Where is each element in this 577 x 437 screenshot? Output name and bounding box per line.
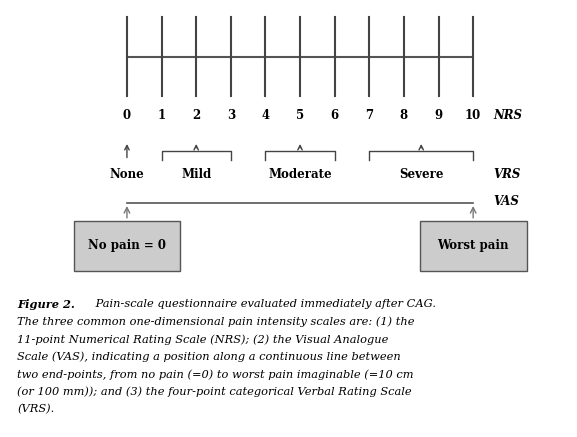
Text: The three common one-dimensional pain intensity scales are: (1) the: The three common one-dimensional pain in… (17, 317, 415, 327)
FancyBboxPatch shape (73, 221, 180, 271)
Text: 5: 5 (296, 109, 304, 122)
Text: 1: 1 (158, 109, 166, 122)
Text: 4: 4 (261, 109, 269, 122)
Text: 6: 6 (331, 109, 339, 122)
Text: (or 100 mm)); and (3) the four-point categorical Verbal Rating Scale: (or 100 mm)); and (3) the four-point cat… (17, 387, 412, 397)
Text: 3: 3 (227, 109, 235, 122)
Text: 11-point Numerical Rating Scale (NRS); (2) the Visual Analogue: 11-point Numerical Rating Scale (NRS); (… (17, 334, 389, 345)
Text: No pain = 0: No pain = 0 (88, 239, 166, 252)
Text: Severe: Severe (399, 168, 444, 181)
Text: VAS: VAS (493, 194, 519, 208)
Text: Figure 2.: Figure 2. (17, 299, 75, 310)
Text: None: None (110, 168, 144, 181)
Text: 0: 0 (123, 109, 131, 122)
Text: 9: 9 (434, 109, 443, 122)
Text: 7: 7 (365, 109, 373, 122)
Text: Mild: Mild (181, 168, 211, 181)
Text: VRS: VRS (493, 168, 520, 181)
Text: 2: 2 (192, 109, 200, 122)
Text: Worst pain: Worst pain (437, 239, 509, 252)
Text: two end-points, from no pain (=0) to worst pain imaginable (=10 cm: two end-points, from no pain (=0) to wor… (17, 369, 414, 380)
Text: 8: 8 (400, 109, 408, 122)
FancyBboxPatch shape (419, 221, 526, 271)
Text: Scale (VAS), indicating a position along a continuous line between: Scale (VAS), indicating a position along… (17, 352, 401, 362)
Text: NRS: NRS (493, 109, 522, 122)
Text: 10: 10 (465, 109, 481, 122)
Text: Moderate: Moderate (268, 168, 332, 181)
Text: (VRS).: (VRS). (17, 404, 55, 415)
Text: Pain-scale questionnaire evaluated immediately after CAG.: Pain-scale questionnaire evaluated immed… (92, 299, 436, 309)
